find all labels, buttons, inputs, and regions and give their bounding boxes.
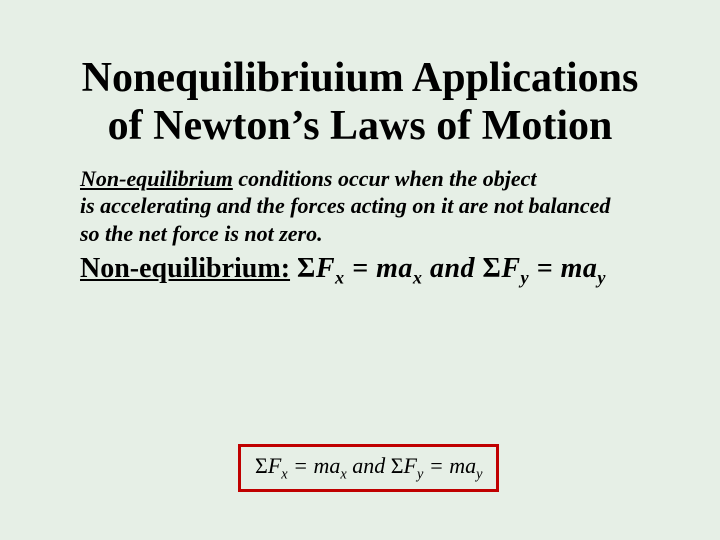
sigma-symbol-2: Σ [483, 253, 502, 284]
box-sigma-1: Σ [255, 453, 268, 478]
eq-ma-2: ma [561, 253, 598, 284]
body-lead-underlined: Non-equilibrium [80, 166, 233, 191]
eq-eq-2: = [529, 253, 560, 284]
body-paragraph: Non-equilibrium conditions occur when th… [0, 165, 720, 248]
box-sigma-2: Σ [391, 453, 404, 478]
eq-F-2: F [501, 253, 520, 284]
equation-label: Non-equilibrium: [80, 253, 290, 284]
box-F-1: F [268, 453, 281, 478]
eq-sub-y-2: y [597, 268, 606, 288]
eq-and: and [422, 253, 482, 284]
title-line-2: of Newton’s Laws of Motion [108, 103, 613, 149]
eq-sub-x-1: x [335, 268, 345, 288]
boxed-equation: ΣFx = max and ΣFy = may [238, 444, 499, 492]
eq-F-1: F [316, 253, 335, 284]
box-and: and [347, 453, 391, 478]
eq-sub-y-1: y [521, 268, 530, 288]
body-line-3: so the net force is not zero. [80, 221, 323, 246]
equation-definition-line: Non-equilibrium: ΣFx = max and ΣFy = may [0, 253, 720, 289]
body-line-2: is accelerating and the forces acting on… [80, 193, 610, 218]
box-ma-2: ma [449, 453, 476, 478]
box-sub-y-2: y [476, 466, 482, 482]
eq-ma-1: ma [376, 253, 413, 284]
title-line-1: Nonequilibriuium Applications [82, 55, 639, 101]
equation-expr: ΣFx = max and ΣFy = may [297, 253, 606, 284]
box-eq-1: = [288, 453, 314, 478]
box-F-2: F [404, 453, 417, 478]
sigma-symbol-1: Σ [297, 253, 316, 284]
slide-title: Nonequilibriuium Applications of Newton’… [0, 0, 720, 151]
body-line-1-rest: conditions occur when the object [233, 166, 537, 191]
box-eq-2: = [423, 453, 449, 478]
box-ma-1: ma [313, 453, 340, 478]
eq-eq-1: = [345, 253, 376, 284]
